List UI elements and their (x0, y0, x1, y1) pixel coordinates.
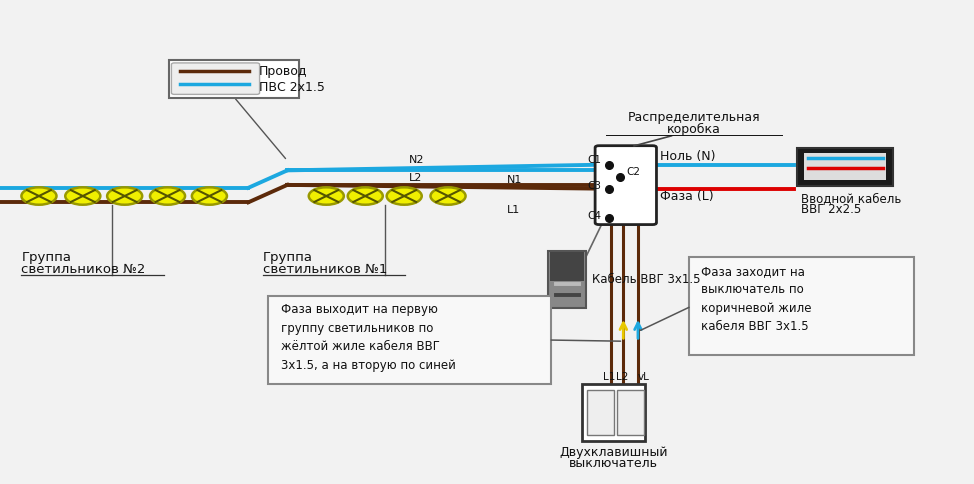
Text: Фаза (L): Фаза (L) (660, 190, 714, 203)
Text: Группа: Группа (21, 251, 71, 264)
Text: выключатель: выключатель (569, 457, 658, 470)
Text: Распределительная: Распределительная (627, 111, 761, 124)
Circle shape (431, 187, 466, 205)
FancyBboxPatch shape (797, 148, 893, 186)
Text: C4: C4 (587, 211, 601, 221)
Text: C2: C2 (626, 167, 640, 177)
Text: N2: N2 (409, 154, 425, 165)
Text: C3: C3 (587, 181, 601, 191)
Text: Двухклавишный: Двухклавишный (559, 446, 668, 459)
FancyBboxPatch shape (804, 153, 886, 180)
FancyBboxPatch shape (618, 390, 645, 436)
Text: N1: N1 (506, 175, 522, 185)
Circle shape (65, 187, 100, 205)
Circle shape (309, 187, 344, 205)
Text: Кабель ВВГ 3х1.5: Кабель ВВГ 3х1.5 (592, 273, 700, 286)
Text: L2: L2 (409, 173, 423, 183)
FancyBboxPatch shape (268, 296, 551, 384)
Text: L2: L2 (617, 372, 628, 382)
Text: Провод: Провод (259, 65, 308, 78)
Text: светильников №1: светильников №1 (263, 263, 388, 276)
Circle shape (150, 187, 185, 205)
Text: ПВС 2х1.5: ПВС 2х1.5 (259, 81, 325, 94)
FancyBboxPatch shape (582, 384, 645, 441)
Text: vL: vL (638, 372, 650, 382)
Text: Ноль (N): Ноль (N) (660, 150, 716, 163)
Text: Фаза заходит на
выключатель по
коричневой жиле
кабеля ВВГ 3х1.5: Фаза заходит на выключатель по коричнево… (701, 265, 811, 333)
FancyBboxPatch shape (550, 252, 584, 281)
FancyBboxPatch shape (171, 63, 259, 94)
Circle shape (387, 187, 422, 205)
Text: C1: C1 (587, 154, 601, 165)
Text: Фаза выходит на первую
группу светильников по
жёлтой жиле кабеля ВВГ
3х1.5, а на: Фаза выходит на первую группу светильник… (281, 303, 456, 372)
FancyBboxPatch shape (169, 60, 299, 98)
FancyBboxPatch shape (548, 251, 586, 308)
Circle shape (192, 187, 227, 205)
Text: Вводной кабель: Вводной кабель (801, 192, 901, 205)
FancyBboxPatch shape (595, 146, 656, 225)
Circle shape (107, 187, 142, 205)
Text: Группа: Группа (263, 251, 313, 264)
FancyBboxPatch shape (587, 390, 615, 436)
Circle shape (21, 187, 56, 205)
FancyBboxPatch shape (689, 257, 914, 355)
Text: L1: L1 (603, 372, 615, 382)
Text: коробка: коробка (667, 123, 721, 136)
Circle shape (348, 187, 383, 205)
Text: L1: L1 (506, 205, 520, 215)
Text: светильников №2: светильников №2 (21, 263, 146, 276)
Text: ВВГ 2х2.5: ВВГ 2х2.5 (801, 203, 861, 216)
